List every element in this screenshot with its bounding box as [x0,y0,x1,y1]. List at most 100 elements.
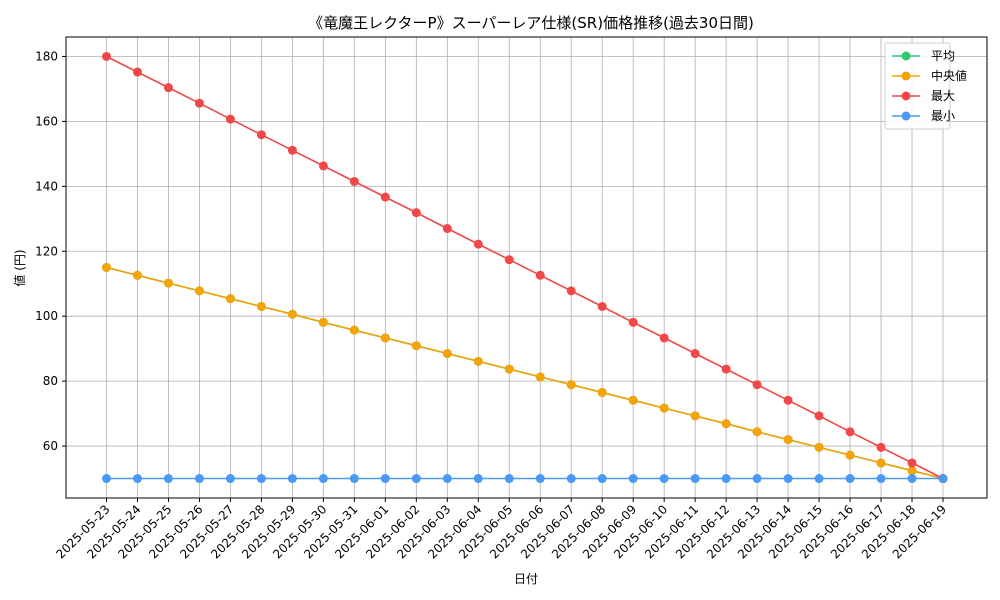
series-line [106,266,944,480]
data-point [876,442,886,452]
data-point [721,474,731,484]
data-point [225,114,235,124]
data-point [752,427,762,437]
data-point [411,474,421,484]
data-point [845,450,855,460]
data-point [876,458,886,468]
data-point [163,278,173,288]
data-point [287,474,297,484]
data-point [349,325,359,335]
data-point [380,333,390,343]
data-point [132,67,142,77]
data-point [752,474,762,484]
data-point [132,474,142,484]
data-point [411,208,421,218]
data-point [194,286,204,296]
data-point [597,301,607,311]
data-point [628,474,638,484]
data-point [907,474,917,484]
legend-marker [901,111,911,121]
data-point [907,466,917,476]
data-point [225,294,235,304]
data-point [102,263,111,272]
data-point [659,403,669,413]
data-point [690,411,700,421]
data-point [814,411,824,421]
data-point [132,270,142,280]
data-point [442,474,452,484]
data-point [876,474,886,484]
data-point [473,356,483,366]
data-point [628,395,638,405]
y-axis-label: 値 (円) [12,249,27,286]
data-point [102,51,111,61]
y-tick-label: 140 [35,179,58,193]
legend-label: 平均 [931,49,955,63]
data-point [504,474,514,484]
x-axis: 2025-05-232025-05-242025-05-252025-05-26… [53,498,949,561]
data-point [287,145,297,155]
legend-marker [901,51,911,61]
data-point [566,380,576,390]
data-point [814,474,824,484]
data-point [194,474,204,484]
data-point [752,380,762,390]
data-point [442,224,452,234]
data-point [411,341,421,351]
grid [66,37,987,498]
data-point [318,474,328,484]
data-point [659,474,669,484]
data-point [163,474,173,484]
plot-frame [65,36,988,499]
data-point [783,474,793,484]
data-point [225,474,235,484]
data-point [256,130,266,140]
data-point [256,301,266,311]
legend-label: 最大 [931,89,955,103]
y-tick-label: 120 [35,244,58,258]
data-point [473,474,483,484]
data-point [845,427,855,437]
y-axis: 60 80 100 120 140 160 180 [35,49,66,453]
legend-marker [901,91,911,101]
data-point [845,474,855,484]
data-point [535,474,545,484]
data-point [318,317,328,327]
data-point [566,286,576,296]
data-point [163,83,173,93]
series-line [106,55,944,480]
data-point [783,435,793,445]
y-tick-label: 80 [43,374,58,388]
data-point [721,419,731,429]
data-point [349,176,359,186]
data-point [659,333,669,343]
data-point [504,364,514,374]
data-point [907,458,917,468]
data-point [102,474,111,484]
y-tick-label: 100 [35,309,58,323]
data-point [256,474,266,484]
data-point [597,387,607,397]
data-point [194,98,204,108]
data-point [504,255,514,265]
data-point [473,239,483,249]
data-point [814,442,824,452]
legend-label: 中央値 [931,68,967,83]
data-point [380,192,390,202]
legend-label: 最小 [931,109,955,123]
chart-title: 《竜魔王レクターP》スーパーレア仕様(SR)価格推移(過去30日間) [308,14,754,32]
series-layer [102,51,948,484]
data-point [318,161,328,171]
data-point [690,349,700,359]
data-point [938,474,948,484]
x-axis-label: 日付 [514,572,538,586]
data-point [783,395,793,405]
data-point [597,474,607,484]
data-point [442,349,452,359]
data-point [535,372,545,382]
data-point [380,474,390,484]
data-point [287,309,297,319]
data-point [628,317,638,327]
